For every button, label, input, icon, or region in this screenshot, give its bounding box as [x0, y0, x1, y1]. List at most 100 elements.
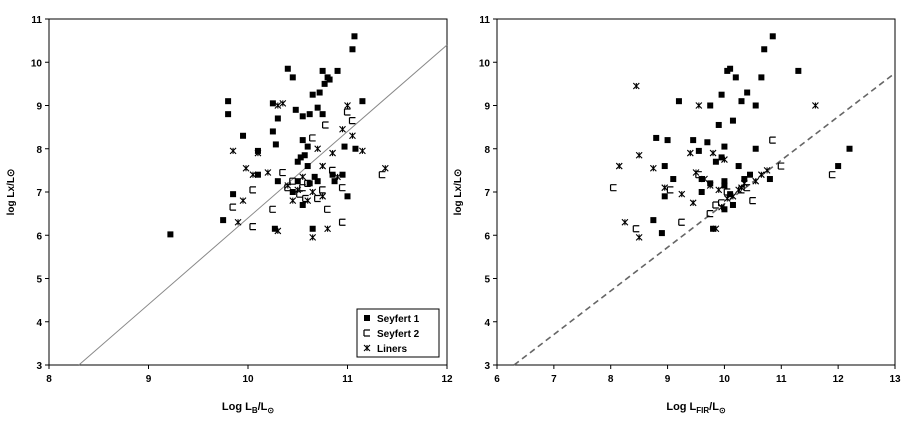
y-tick-label: 9 — [484, 102, 490, 113]
data-point — [279, 168, 286, 177]
data-point — [632, 82, 640, 90]
data-point — [289, 74, 296, 81]
data-point — [306, 180, 313, 187]
data-point — [769, 136, 776, 144]
x-axis-label: Log LFIR/L⊙ — [666, 401, 726, 415]
data-point — [740, 179, 748, 187]
data-point — [752, 177, 760, 185]
data-point — [309, 234, 317, 241]
data-point — [225, 111, 232, 118]
data-point — [351, 33, 358, 40]
data-point — [294, 186, 302, 194]
data-point — [242, 164, 250, 172]
data-point — [309, 188, 317, 196]
data-point — [744, 89, 751, 96]
y-tick-label: 6 — [484, 231, 490, 242]
data-point — [695, 147, 702, 154]
data-point — [752, 145, 759, 152]
x-tick-label: 6 — [494, 374, 500, 385]
data-point — [264, 169, 272, 176]
data-point — [334, 173, 341, 181]
x-tick-label: 12 — [441, 374, 453, 385]
y-tick-label: 5 — [36, 275, 42, 286]
data-point — [758, 74, 765, 81]
data-point — [761, 46, 768, 53]
data-point — [769, 33, 776, 40]
data-point — [738, 98, 745, 105]
data-point — [712, 201, 719, 209]
data-point — [301, 152, 308, 159]
data-point — [741, 176, 748, 183]
y-tick-label: 7 — [484, 188, 490, 199]
data-point — [321, 80, 328, 87]
data-point — [721, 178, 728, 185]
legend-marker — [364, 315, 370, 321]
data-point — [289, 197, 297, 205]
data-point — [704, 139, 711, 146]
data-point — [707, 102, 714, 109]
data-point — [763, 166, 771, 174]
data-point — [338, 184, 346, 192]
legend: Seyfert 1 Seyfert 2 Liners — [356, 308, 440, 358]
data-point — [615, 162, 623, 170]
data-point — [294, 158, 301, 165]
data-point — [269, 100, 276, 107]
data-point — [712, 158, 719, 165]
data-point — [710, 225, 717, 232]
legend-label: Seyfert 1 — [377, 314, 420, 325]
data-point — [846, 145, 853, 152]
y-tick-label: 7 — [36, 188, 42, 199]
data-point — [349, 132, 356, 140]
data-point — [670, 176, 677, 183]
data-point — [269, 205, 276, 213]
data-point — [314, 145, 322, 153]
y-tick-label: 4 — [484, 318, 490, 329]
data-point — [675, 98, 682, 105]
data-point — [309, 134, 316, 142]
data-point — [686, 149, 694, 157]
data-point — [723, 188, 731, 196]
data-point — [689, 199, 697, 207]
data-point — [692, 169, 700, 176]
data-point — [698, 189, 705, 195]
data-point — [635, 234, 643, 241]
data-point — [649, 164, 657, 172]
data-point — [274, 102, 282, 109]
data-point — [723, 195, 731, 202]
x-tick-label: 11 — [342, 374, 353, 385]
data-point — [289, 189, 296, 195]
data-point — [314, 194, 321, 203]
x-tick-label: 9 — [665, 374, 671, 385]
x-tick-label: 8 — [46, 374, 52, 385]
data-point — [828, 171, 836, 179]
data-point — [274, 227, 282, 235]
data-point — [835, 163, 842, 170]
y-tick-label: 11 — [479, 15, 490, 26]
data-point — [338, 218, 346, 226]
chart-2: 3 4 5 6 7 8 9 10 11 6 7 8 9 10 11 12 13 log Lx/L⊙ Log LFIR… — [453, 15, 901, 415]
legend-marker — [363, 329, 370, 337]
data-point — [747, 171, 754, 178]
data-point — [329, 171, 336, 178]
series-liners — [615, 82, 819, 241]
data-point — [299, 113, 306, 120]
data-point — [341, 143, 348, 150]
data-point — [309, 225, 316, 232]
data-point — [304, 197, 312, 205]
data-point — [701, 175, 708, 183]
data-point — [718, 203, 725, 211]
data-point — [272, 141, 279, 148]
data-point — [695, 102, 703, 109]
data-point — [331, 178, 338, 185]
data-point — [299, 173, 307, 181]
y-tick-label: 10 — [479, 58, 491, 69]
data-point — [678, 218, 685, 226]
data-point — [225, 98, 232, 105]
data-point — [359, 147, 366, 155]
data-point — [650, 217, 657, 224]
data-point — [812, 102, 819, 109]
data-point — [319, 67, 326, 74]
data-point — [240, 132, 247, 139]
data-point — [311, 173, 318, 180]
x-tick-label: 11 — [776, 374, 787, 385]
